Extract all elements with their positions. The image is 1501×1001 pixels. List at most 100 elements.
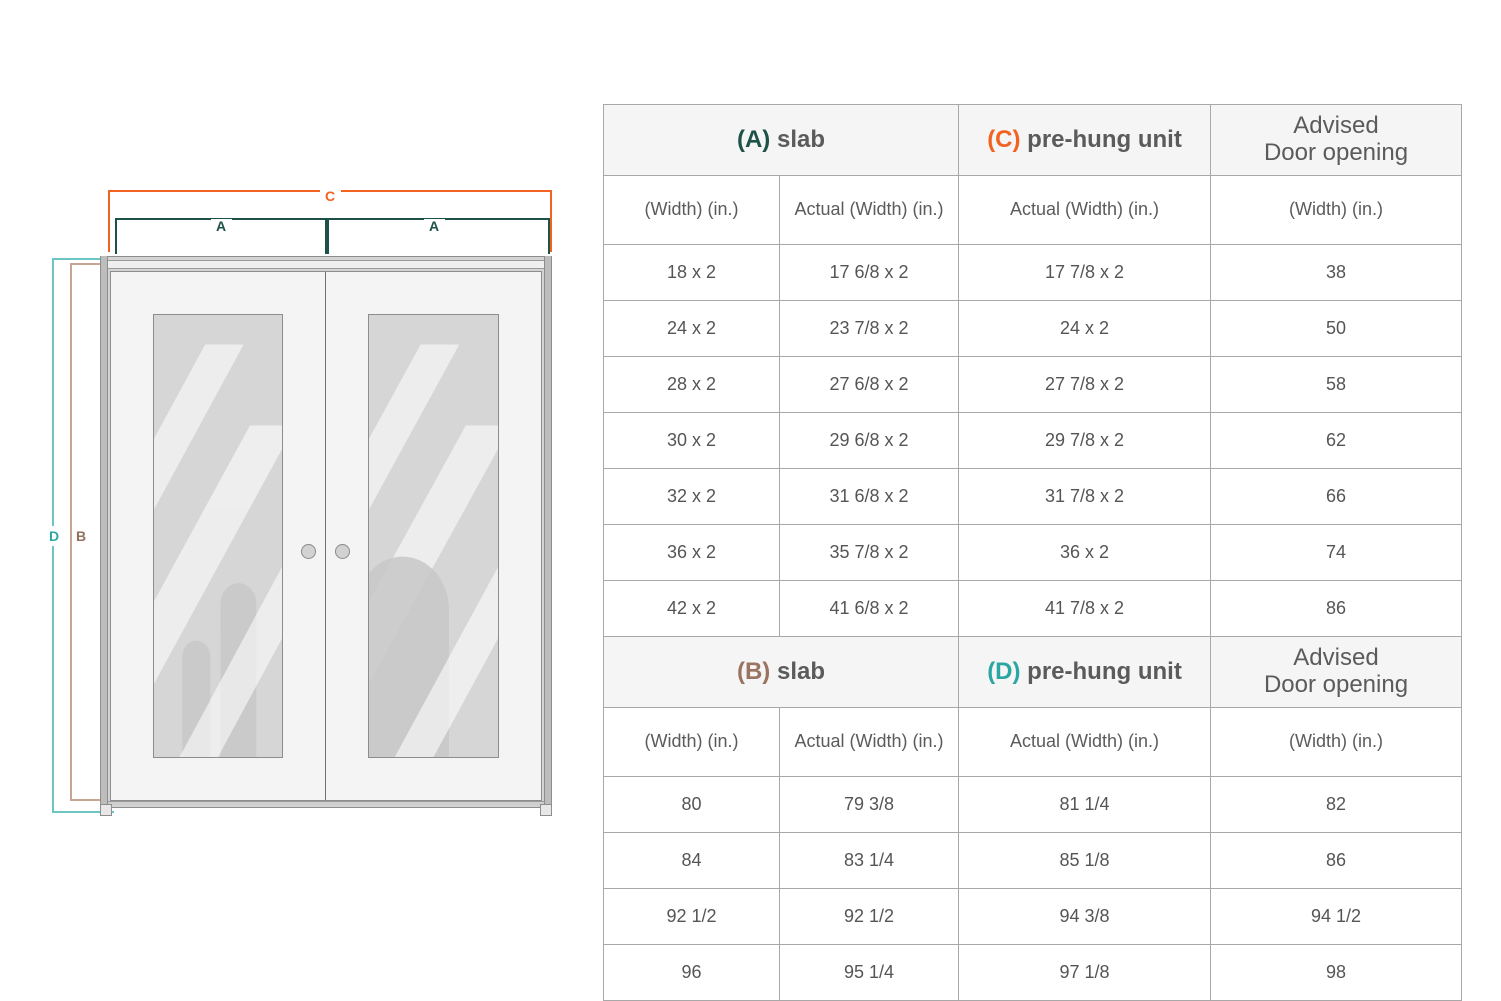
glass-panel-right (368, 314, 499, 758)
col-header-advised-width: (Width) (in.) (1210, 175, 1462, 245)
group-title-d-text: pre-hung unit (1020, 657, 1182, 685)
door-leaf-right (326, 272, 541, 800)
col-header-c-actual-width: Actual (Width) (in.) (958, 175, 1211, 245)
cell-slab-actual-width: 17 6/8 x 2 (779, 244, 959, 301)
cell-slab-actual-height: 83 1/4 (779, 832, 959, 889)
double-door-illustration (100, 256, 552, 816)
head-jamb (104, 260, 548, 269)
group-label-c: (C) (987, 125, 1021, 153)
glass-panel-left (153, 314, 283, 758)
group-label-a: (A) (736, 125, 771, 153)
group-header-width: (A) slab (C) pre-hung unit Advised Door … (603, 104, 1462, 176)
cell-slab-width: 24 x 2 (603, 300, 780, 357)
cell-advised-opening-width: 38 (1210, 244, 1462, 301)
cell-advised-opening-width: 62 (1210, 412, 1462, 469)
cell-prehung-actual-height: 94 3/8 (958, 888, 1211, 945)
cell-advised-opening-height: 82 (1210, 776, 1462, 833)
floor-line (108, 801, 544, 806)
table-row: 28 x 2 27 6/8 x 2 27 7/8 x 2 58 (603, 356, 1462, 413)
sill-right (540, 804, 552, 816)
cell-prehung-actual-width: 17 7/8 x 2 (958, 244, 1211, 301)
dimension-label-b: B (74, 526, 89, 546)
cell-advised-opening-width: 58 (1210, 356, 1462, 413)
cell-slab-width: 28 x 2 (603, 356, 780, 413)
table-row: 18 x 2 17 6/8 x 2 17 7/8 x 2 38 (603, 244, 1462, 301)
col-header-d-actual-width: Actual (Width) (in.) (958, 707, 1211, 777)
door-knob-left (301, 544, 316, 559)
col-header-a-width: (Width) (in.) (603, 175, 780, 245)
group-title-c-prehung: (C) pre-hung unit (958, 104, 1211, 176)
group-title-d-prehung: (D) pre-hung unit (958, 636, 1211, 708)
dimension-label-c: C (320, 189, 341, 203)
sill-left (100, 804, 112, 816)
cell-slab-height: 96 (603, 944, 780, 1001)
dimension-label-d: D (47, 526, 62, 546)
cell-slab-width: 42 x 2 (603, 580, 780, 637)
cell-prehung-actual-height: 81 1/4 (958, 776, 1211, 833)
door-diagram-panel: C A A D B (0, 0, 600, 1001)
cell-prehung-actual-width: 27 7/8 x 2 (958, 356, 1211, 413)
sub-header-width: (Width) (in.) Actual (Width) (in.) Actua… (603, 175, 1462, 245)
col-header-a-actual-width: Actual (Width) (in.) (779, 175, 959, 245)
cell-advised-opening-width: 66 (1210, 468, 1462, 525)
group-title-advised-opening-width: Advised Door opening (1210, 104, 1462, 176)
cell-advised-opening-height: 98 (1210, 944, 1462, 1001)
cell-prehung-actual-height: 85 1/8 (958, 832, 1211, 889)
size-chart-body: (A) slab (C) pre-hung unit Advised Door … (603, 104, 1462, 1001)
group-title-b-text: slab (770, 657, 826, 685)
col-header-b-width: (Width) (in.) (603, 707, 780, 777)
cell-slab-actual-width: 23 7/8 x 2 (779, 300, 959, 357)
cell-slab-actual-width: 35 7/8 x 2 (779, 524, 959, 581)
cell-slab-actual-height: 79 3/8 (779, 776, 959, 833)
cell-prehung-actual-width: 31 7/8 x 2 (958, 468, 1211, 525)
cell-slab-width: 30 x 2 (603, 412, 780, 469)
col-header-advised-height: (Width) (in.) (1210, 707, 1462, 777)
cell-slab-actual-width: 27 6/8 x 2 (779, 356, 959, 413)
group-label-b: (B) (736, 657, 771, 685)
table-row: 36 x 2 35 7/8 x 2 36 x 2 74 (603, 524, 1462, 581)
cell-slab-actual-height: 95 1/4 (779, 944, 959, 1001)
cell-prehung-actual-width: 41 7/8 x 2 (958, 580, 1211, 637)
table-row: 30 x 2 29 6/8 x 2 29 7/8 x 2 62 (603, 412, 1462, 469)
group-header-height: (B) slab (D) pre-hung unit Advised Door … (603, 636, 1462, 708)
group-title-a-slab: (A) slab (603, 104, 959, 176)
door-knob-right (335, 544, 350, 559)
cell-advised-opening-width: 50 (1210, 300, 1462, 357)
table-row: 24 x 2 23 7/8 x 2 24 x 2 50 (603, 300, 1462, 357)
side-jamb-left (100, 256, 108, 816)
cell-slab-height: 84 (603, 832, 780, 889)
cell-prehung-actual-width: 36 x 2 (958, 524, 1211, 581)
cell-slab-actual-width: 29 6/8 x 2 (779, 412, 959, 469)
group-title-c-text: pre-hung unit (1020, 125, 1182, 153)
cell-slab-width: 36 x 2 (603, 524, 780, 581)
dimension-label-a-right: A (424, 219, 445, 233)
dimension-bracket-b (70, 263, 114, 801)
side-jamb-right (544, 256, 552, 816)
door-leaf-pair (110, 271, 542, 801)
cell-advised-opening-height: 94 1/2 (1210, 888, 1462, 945)
cell-slab-height: 92 1/2 (603, 888, 780, 945)
table-row: 32 x 2 31 6/8 x 2 31 7/8 x 2 66 (603, 468, 1462, 525)
table-row: 92 1/2 92 1/2 94 3/8 94 1/2 (603, 888, 1462, 945)
table-row: 96 95 1/4 97 1/8 98 (603, 944, 1462, 1001)
size-chart-container: (A) slab (C) pre-hung unit Advised Door … (603, 104, 1462, 1001)
group-label-d: (D) (987, 657, 1021, 685)
group-title-advised-opening-height: Advised Door opening (1210, 636, 1462, 708)
cell-prehung-actual-width: 24 x 2 (958, 300, 1211, 357)
group-title-a-text: slab (770, 125, 826, 153)
size-chart-table: (A) slab (C) pre-hung unit Advised Door … (603, 104, 1462, 1001)
group-title-b-slab: (B) slab (603, 636, 959, 708)
table-row: 80 79 3/8 81 1/4 82 (603, 776, 1462, 833)
cell-slab-height: 80 (603, 776, 780, 833)
table-row: 84 83 1/4 85 1/8 86 (603, 832, 1462, 889)
door-leaf-left (111, 272, 326, 800)
cell-slab-actual-width: 31 6/8 x 2 (779, 468, 959, 525)
cell-slab-actual-height: 92 1/2 (779, 888, 959, 945)
dimension-label-a-left: A (211, 219, 232, 233)
cell-prehung-actual-height: 97 1/8 (958, 944, 1211, 1001)
cell-prehung-actual-width: 29 7/8 x 2 (958, 412, 1211, 469)
cell-slab-width: 32 x 2 (603, 468, 780, 525)
table-row: 42 x 2 41 6/8 x 2 41 7/8 x 2 86 (603, 580, 1462, 637)
cell-slab-width: 18 x 2 (603, 244, 780, 301)
cell-slab-actual-width: 41 6/8 x 2 (779, 580, 959, 637)
